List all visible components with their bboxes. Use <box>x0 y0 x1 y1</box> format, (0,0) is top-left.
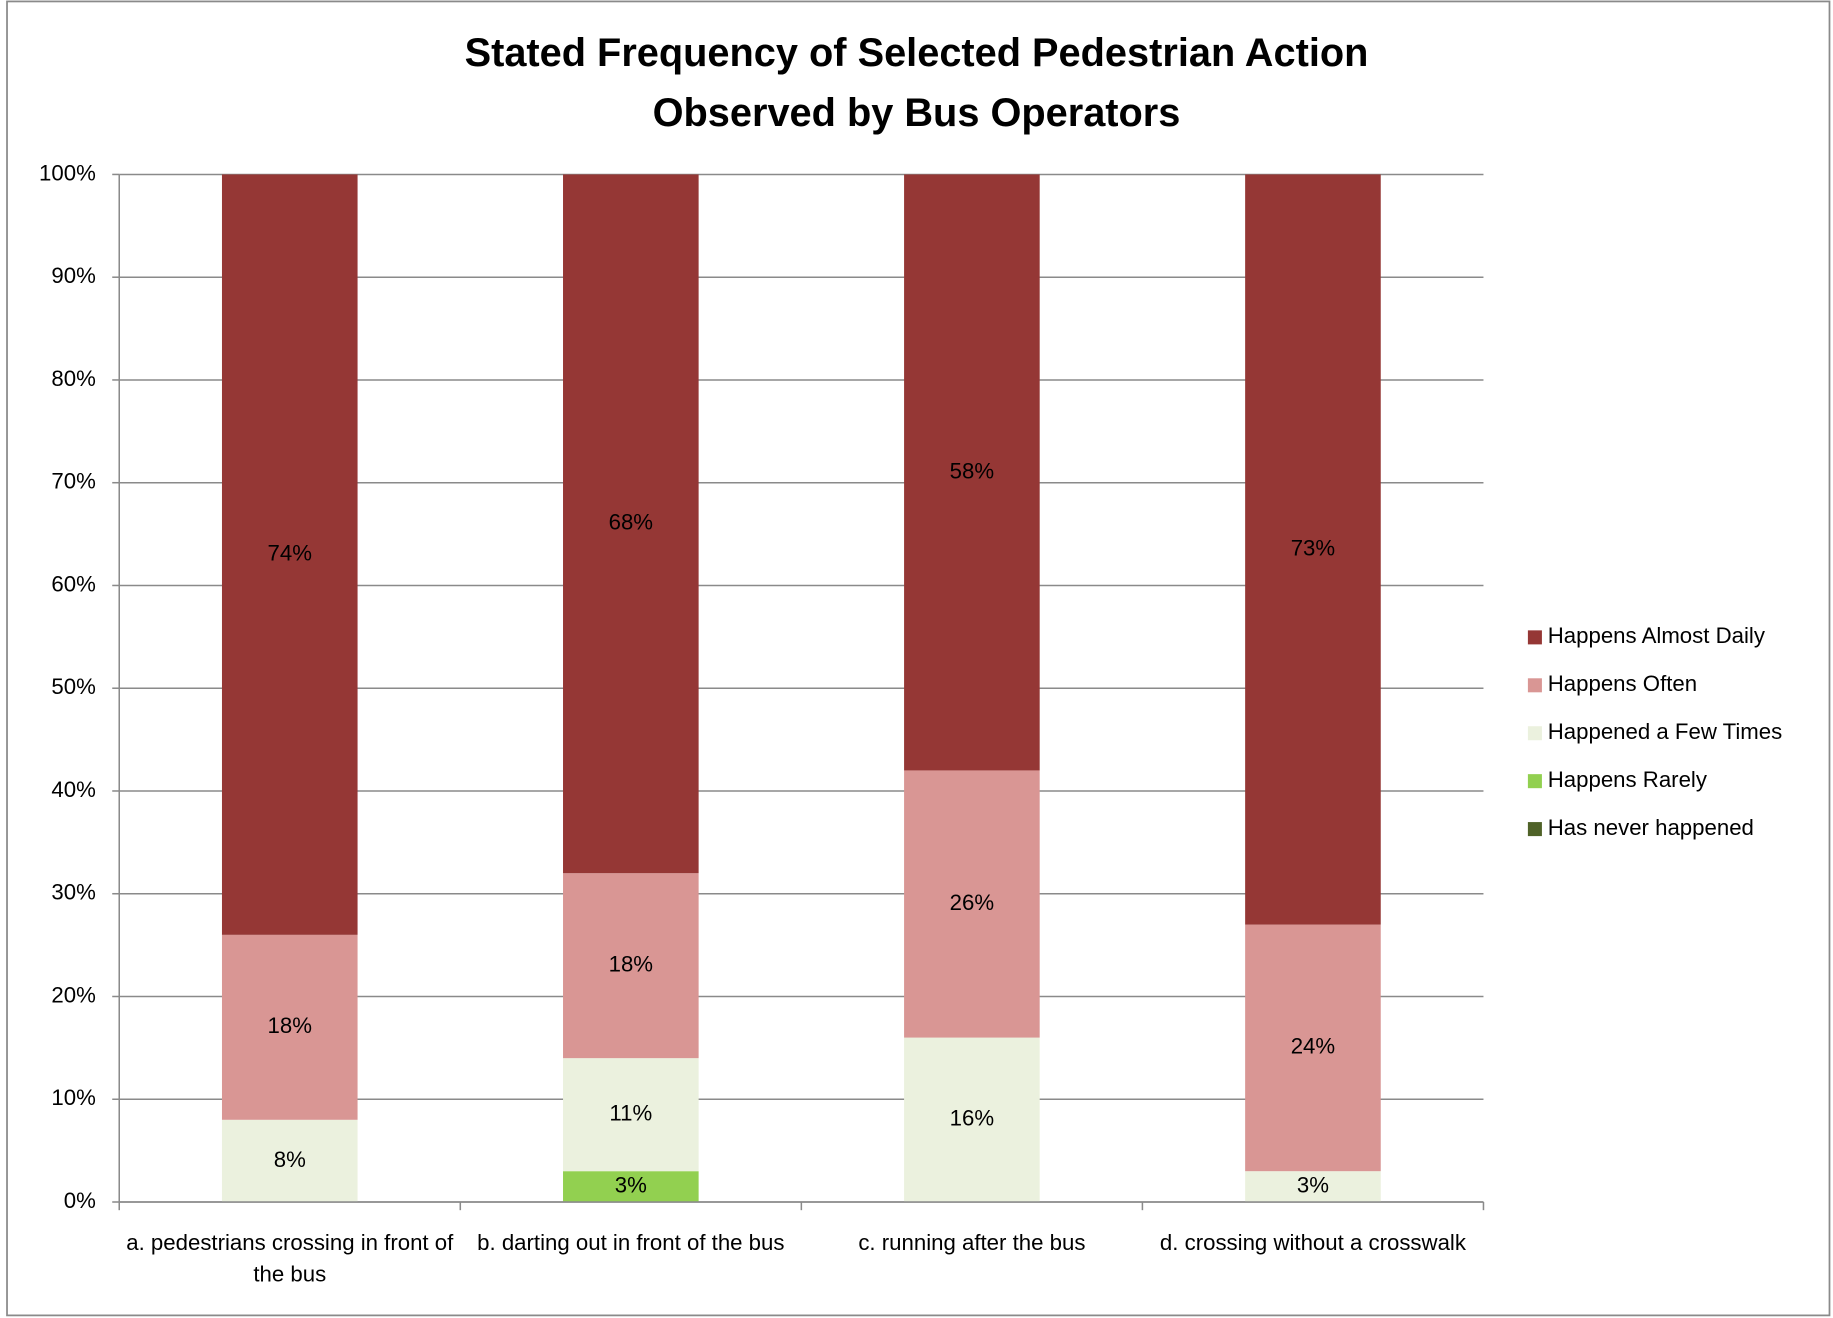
y-tick-label: 90% <box>51 263 95 288</box>
data-label: 3% <box>1297 1172 1329 1197</box>
data-label: 18% <box>609 952 653 977</box>
bar-segment <box>1245 174 1381 925</box>
bar-segment <box>904 1037 1040 1203</box>
bar-segment <box>904 770 1040 1038</box>
bar-segment <box>563 1171 699 1203</box>
data-label: 18% <box>268 1013 312 1038</box>
data-label: 26% <box>950 890 994 915</box>
bar-segment <box>563 873 699 1059</box>
legend-label: Happens Often <box>1548 671 1697 696</box>
y-tick-label: 10% <box>51 1085 95 1110</box>
data-label: 8% <box>274 1147 306 1172</box>
text-line: c. running after the bus <box>858 1230 1085 1255</box>
bar-segment <box>221 174 358 935</box>
x-tick-label: c. running after the bus <box>858 1230 1085 1255</box>
y-tick-label: 80% <box>51 366 95 391</box>
y-tick-label: 0% <box>64 1188 96 1213</box>
legend-label: Happens Almost Daily <box>1548 623 1766 648</box>
legend-label: Happened a Few Times <box>1548 719 1783 744</box>
bar-segment <box>563 174 699 874</box>
text-line: Observed by Bus Operators <box>653 90 1181 134</box>
data-label: 68% <box>609 510 653 535</box>
data-label: 3% <box>615 1172 647 1197</box>
text-line: d. crossing without a crosswalk <box>1160 1230 1467 1255</box>
y-tick-label: 60% <box>51 571 95 596</box>
text-line: a. pedestrians crossing in front of <box>126 1230 454 1255</box>
bar-segment <box>1245 1171 1381 1203</box>
bar-segment <box>904 174 1040 771</box>
legend-swatch <box>1527 630 1542 645</box>
y-tick-label: 50% <box>51 674 95 699</box>
data-label: 24% <box>1291 1034 1335 1059</box>
y-tick-label: 20% <box>51 982 95 1007</box>
legend-swatch <box>1527 726 1542 741</box>
chart-title: Stated Frequency of Selected Pedestrian … <box>465 31 1369 135</box>
x-tick-label: a. pedestrians crossing in front of the b… <box>126 1230 454 1287</box>
y-tick-label: 70% <box>51 469 95 494</box>
x-tick-label: b. darting out in front of the bus <box>477 1230 784 1255</box>
data-label: 73% <box>1291 535 1335 560</box>
x-tick-label: d. crossing without a crosswalk <box>1160 1230 1467 1255</box>
bar-segment <box>221 1119 358 1203</box>
legend-label: Has never happened <box>1548 815 1754 840</box>
bar-segment <box>1245 924 1381 1172</box>
y-tick-label: 30% <box>51 880 95 905</box>
y-tick-label: 40% <box>51 777 95 802</box>
text-line: Stated Frequency of Selected Pedestrian … <box>465 31 1369 75</box>
text-line: b. darting out in front of the bus <box>477 1230 784 1255</box>
legend-swatch <box>1527 822 1542 837</box>
data-label: 58% <box>950 458 994 483</box>
legend-swatch <box>1527 678 1542 693</box>
data-label: 74% <box>268 541 312 566</box>
text-line: the bus <box>253 1262 326 1287</box>
data-label: 16% <box>950 1106 994 1131</box>
bar-segment <box>563 1058 699 1172</box>
y-tick-label: 100% <box>39 160 96 185</box>
bar-segment <box>221 934 358 1120</box>
legend-swatch <box>1527 774 1542 789</box>
data-label: 11% <box>609 1101 652 1126</box>
legend-label: Happens Rarely <box>1548 767 1708 792</box>
